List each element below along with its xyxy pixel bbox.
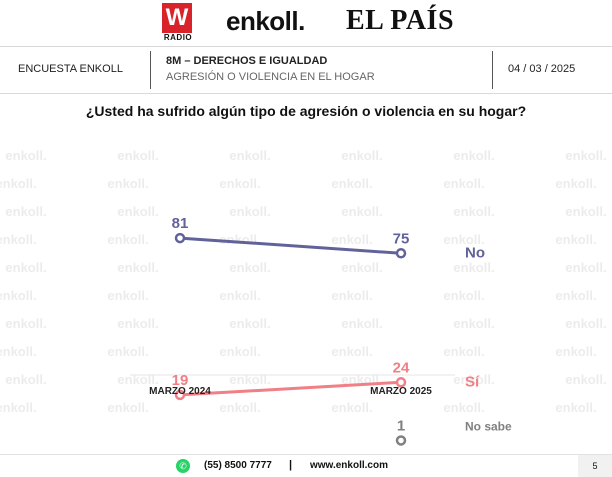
- watermark-text: enkoll.: [341, 260, 382, 275]
- topic-title: 8M – DERECHOS E IGUALDAD: [166, 55, 328, 67]
- watermark-text: enkoll.: [565, 260, 606, 275]
- watermark-text: enkoll.: [453, 316, 494, 331]
- watermark-text: enkoll.: [453, 148, 494, 163]
- data-label-no: 75: [393, 230, 410, 247]
- watermark-text: enkoll.: [229, 372, 270, 387]
- series-name-no-sabe: No sabe: [465, 419, 512, 433]
- watermark-text: enkoll.: [117, 372, 158, 387]
- header-bar: ENCUESTA ENKOLL 8M – DERECHOS E IGUALDAD…: [0, 46, 612, 94]
- page-number: 5: [578, 455, 612, 477]
- watermark-text: enkoll.: [0, 232, 37, 247]
- watermark-text: enkoll.: [219, 344, 260, 359]
- watermark-text: enkoll.: [5, 372, 46, 387]
- watermark-text: enkoll.: [555, 288, 596, 303]
- watermark-text: enkoll.: [555, 232, 596, 247]
- watermark-text: enkoll.: [117, 260, 158, 275]
- watermark-text: enkoll.: [331, 288, 372, 303]
- watermark-text: enkoll.: [331, 176, 372, 191]
- survey-question: ¿Usted ha sufrido algún tipo de agresión…: [85, 103, 527, 119]
- data-label-si: 24: [393, 359, 410, 376]
- data-point-no: [395, 248, 407, 259]
- x-tick-label: MARZO 2024: [149, 386, 211, 397]
- watermark-text: enkoll.: [107, 176, 148, 191]
- w-logo-mark: W: [162, 3, 192, 33]
- data-point-si: [395, 377, 407, 388]
- series-name-no: No: [465, 244, 485, 261]
- watermark-text: enkoll.: [453, 260, 494, 275]
- watermark-text: enkoll.: [443, 344, 484, 359]
- data-point-no: [174, 232, 186, 244]
- watermark-text: enkoll.: [117, 316, 158, 331]
- survey-date: 04 / 03 / 2025: [508, 63, 576, 75]
- watermark-text: enkoll.: [229, 260, 270, 275]
- el-pais-logo: EL PAÍS: [346, 5, 455, 36]
- footer-separator: |: [289, 459, 293, 471]
- watermark-text: enkoll.: [117, 148, 158, 163]
- watermark-text: enkoll.: [219, 232, 260, 247]
- w-logo-radio-text: RADIO: [163, 33, 193, 42]
- watermark-text: enkoll.: [5, 260, 46, 275]
- w-radio-logo: W RADIO: [162, 3, 194, 43]
- enkoll-logo: enkoll.: [226, 6, 305, 36]
- watermark-text: enkoll.: [107, 400, 148, 415]
- watermark-text: enkoll.: [555, 400, 596, 415]
- watermark-text: enkoll.: [219, 400, 260, 415]
- watermark-text: enkoll.: [443, 288, 484, 303]
- footer-website[interactable]: www.enkoll.com: [310, 460, 388, 471]
- watermark-text: enkoll.: [331, 232, 372, 247]
- data-label-si: 19: [172, 372, 189, 389]
- watermark-text: enkoll.: [443, 176, 484, 191]
- watermark-text: enkoll.: [107, 232, 148, 247]
- watermark-text: enkoll.: [565, 204, 606, 219]
- watermark-text: enkoll.: [565, 316, 606, 331]
- watermark-text: enkoll.: [555, 176, 596, 191]
- watermark-text: enkoll.: [443, 400, 484, 415]
- watermark-text: enkoll.: [0, 288, 37, 303]
- watermark-text: enkoll.: [0, 176, 37, 191]
- whatsapp-icon: ✆: [176, 459, 190, 473]
- watermark-text: enkoll.: [331, 400, 372, 415]
- watermark-text: enkoll.: [0, 400, 37, 415]
- watermark-text: enkoll.: [219, 176, 260, 191]
- data-point-si: [174, 389, 186, 401]
- data-point-no-sabe: [395, 435, 407, 446]
- footer: ✆ (55) 8500 7777 | www.enkoll.com 5: [0, 454, 612, 477]
- watermark-text: enkoll.: [341, 316, 382, 331]
- watermark-text: enkoll.: [107, 288, 148, 303]
- watermark-text: enkoll.: [565, 148, 606, 163]
- watermark-text: enkoll.: [5, 148, 46, 163]
- watermark-text: enkoll.: [117, 204, 158, 219]
- watermark-text: enkoll.: [453, 372, 494, 387]
- watermark-text: enkoll.: [443, 232, 484, 247]
- watermark-text: enkoll.: [5, 204, 46, 219]
- topic-subtitle: AGRESIÓN O VIOLENCIA EN EL HOGAR: [166, 71, 375, 83]
- footer-phone: (55) 8500 7777: [204, 460, 272, 471]
- watermark-text: enkoll.: [331, 344, 372, 359]
- x-tick-label: MARZO 2025: [370, 386, 432, 397]
- data-label-no-sabe: 1: [397, 417, 405, 434]
- watermark-text: enkoll.: [0, 344, 37, 359]
- watermark-text: enkoll.: [555, 344, 596, 359]
- watermark-text: enkoll.: [107, 344, 148, 359]
- logo-bar: W RADIO enkoll. EL PAÍS: [0, 0, 612, 46]
- watermark-text: enkoll.: [341, 204, 382, 219]
- watermark-text: enkoll.: [5, 316, 46, 331]
- series-line-no: [179, 236, 402, 255]
- watermark-text: enkoll.: [565, 372, 606, 387]
- series-name-si: Sí: [465, 373, 480, 390]
- watermark-text: enkoll.: [229, 148, 270, 163]
- watermark-text: enkoll.: [341, 148, 382, 163]
- watermark-text: enkoll.: [219, 288, 260, 303]
- series-line-si: [179, 380, 402, 397]
- survey-label: ENCUESTA ENKOLL: [18, 63, 123, 75]
- header-divider: [492, 51, 493, 89]
- header-divider: [150, 51, 151, 89]
- line-chart: enkoll. enkoll. enkoll. enkoll. enkoll. enkol…: [0, 148, 607, 446]
- watermark-text: enkoll.: [229, 204, 270, 219]
- watermark-text: enkoll.: [453, 204, 494, 219]
- watermark-text: enkoll.: [229, 316, 270, 331]
- data-label-no: 81: [172, 215, 189, 232]
